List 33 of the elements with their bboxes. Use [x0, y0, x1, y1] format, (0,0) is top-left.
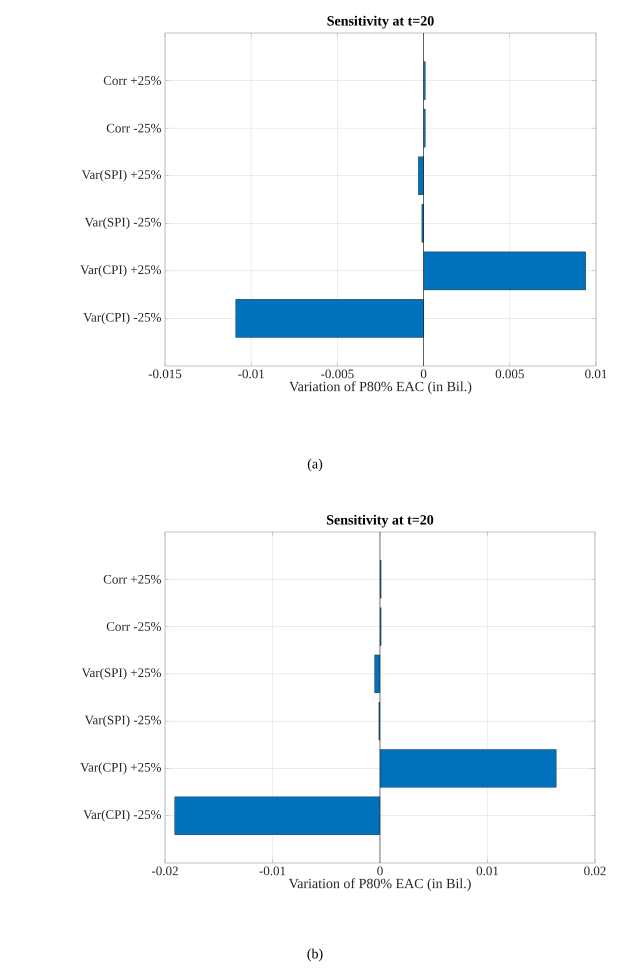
y-tick-label: Var(SPI) -25% — [84, 715, 162, 728]
y-tick-label: Var(CPI) -25% — [83, 312, 162, 324]
chart-title: Sensitivity at t=20 — [327, 16, 434, 28]
x-axis-title: Variation of P80% EAC (in Bil.) — [288, 878, 471, 892]
bar — [174, 796, 380, 835]
x-tick-label: -0.02 — [152, 866, 178, 876]
bar — [380, 749, 557, 788]
text: (b) — [307, 948, 323, 962]
x-tick-label: 0.005 — [496, 370, 524, 378]
y-tick-label: Var(SPI) +25% — [82, 668, 162, 680]
x-tick-label: 0.01 — [585, 370, 607, 378]
bar — [235, 299, 424, 338]
x-tick-label: -0.005 — [321, 370, 354, 378]
y-tick-label: Corr -25% — [106, 124, 162, 133]
y-tick-label: Var(SPI) +25% — [82, 170, 162, 182]
x-tick-label: 0 — [420, 370, 426, 378]
x-tick-label: 0.02 — [584, 866, 606, 876]
y-tick-label: Corr +25% — [104, 76, 162, 85]
x-tick-label: -0.015 — [148, 370, 182, 378]
y-tick-label: Var(SPI) -25% — [84, 217, 162, 230]
chart-title: Sensitivity at t=20 — [326, 514, 434, 528]
x-tick-label: -0.01 — [238, 370, 264, 378]
y-tick-label: Var(CPI) +25% — [80, 264, 162, 277]
y-tick-label: Var(CPI) +25% — [80, 762, 162, 774]
x-tick-label: -0.01 — [259, 866, 286, 876]
x-axis-title: Variation of P80% EAC (in Bil.) — [289, 381, 472, 394]
x-tick-label: 0.01 — [476, 866, 498, 876]
y-tick-label: Corr -25% — [106, 622, 162, 631]
y-tick-label: Var(CPI) -25% — [83, 810, 162, 822]
bar — [423, 252, 586, 290]
y-tick-label: Corr +25% — [104, 574, 162, 584]
text: (a) — [308, 458, 322, 472]
x-tick-label: 0 — [377, 866, 383, 876]
